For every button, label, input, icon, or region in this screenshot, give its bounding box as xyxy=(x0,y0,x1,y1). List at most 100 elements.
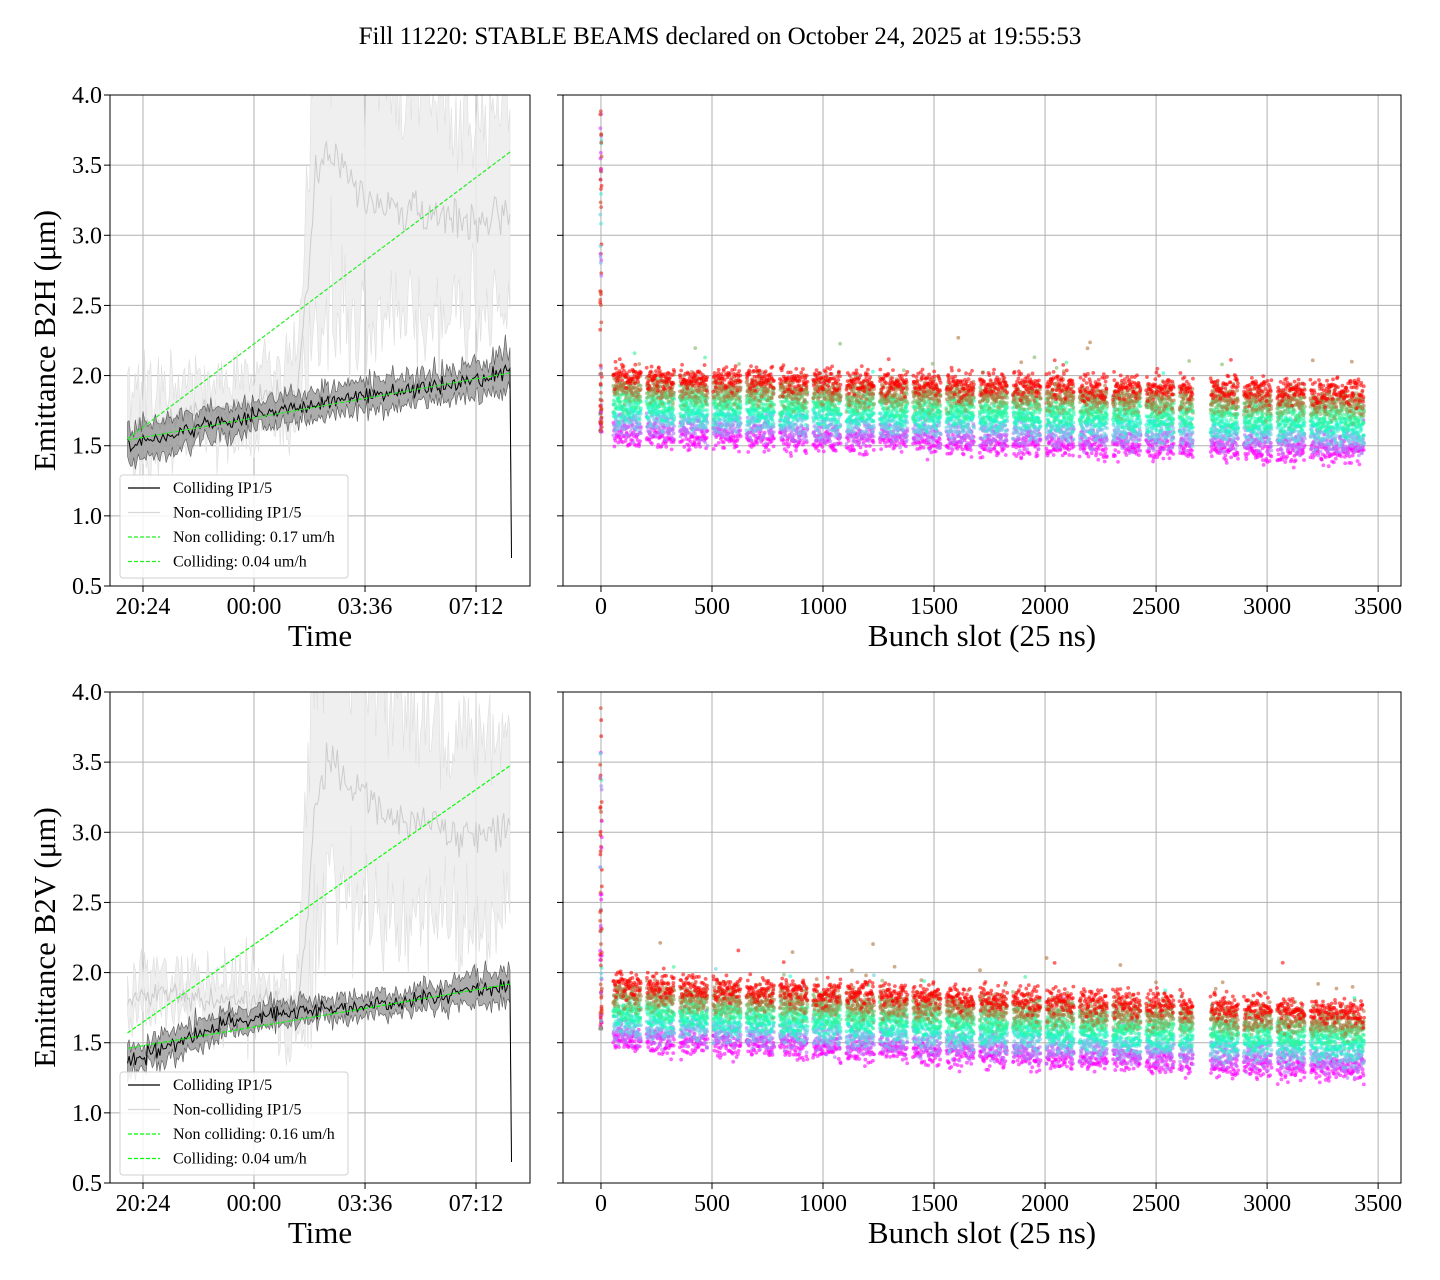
scatter-point xyxy=(782,422,786,427)
scatter-point xyxy=(924,418,929,423)
scatter-point xyxy=(664,444,669,449)
scatter-point xyxy=(616,440,621,445)
scatter-point xyxy=(821,402,825,407)
scatter-point xyxy=(871,440,876,445)
scatter-point xyxy=(828,439,833,444)
y-tick-label: 4.0 xyxy=(72,83,102,109)
x-tick-label: 2000 xyxy=(1021,594,1069,620)
scatter-point xyxy=(804,451,809,456)
x-axis-label: Time xyxy=(288,618,352,653)
scatter-point xyxy=(902,419,906,424)
scatter-point xyxy=(754,365,759,370)
scatter-point xyxy=(632,432,637,436)
scatter-point xyxy=(714,381,719,386)
y-tick-label: 3.5 xyxy=(72,153,102,179)
scatter-point xyxy=(918,387,923,392)
scatter-point xyxy=(626,424,631,428)
scatter-point xyxy=(694,400,699,405)
scatter-point xyxy=(831,397,835,401)
scatter-point xyxy=(614,366,618,371)
scatter-point xyxy=(688,372,693,377)
scatter-point xyxy=(680,414,685,419)
scatter-point xyxy=(721,440,726,445)
scatter-point xyxy=(863,401,867,405)
scatter-point xyxy=(857,400,862,405)
scatter-point xyxy=(738,434,743,439)
scatter-point xyxy=(845,379,850,384)
scatter-point xyxy=(931,379,936,384)
scatter-point xyxy=(848,435,853,440)
scatter-point xyxy=(787,383,792,388)
scatter-point xyxy=(684,417,689,422)
scatter-point xyxy=(680,389,685,394)
scatter-point xyxy=(838,395,843,400)
scatter-point xyxy=(734,411,739,416)
scatter-point xyxy=(949,446,954,450)
x-tick-label: 1500 xyxy=(910,594,958,620)
scatter-point xyxy=(703,399,708,403)
scatter-point xyxy=(937,423,942,428)
scatter-point xyxy=(788,370,793,375)
scatter-point xyxy=(633,390,638,394)
scatter-point xyxy=(961,452,966,457)
scatter-point xyxy=(683,433,688,437)
scatter-point xyxy=(771,421,776,426)
scatter-point xyxy=(770,418,775,423)
scatter-point xyxy=(665,423,670,428)
scatter-point xyxy=(678,375,683,380)
scatter-point xyxy=(686,420,691,425)
scatter-point xyxy=(794,439,799,444)
x-tick-label: 03:36 xyxy=(338,594,393,620)
scatter-point xyxy=(904,409,909,414)
scatter-point xyxy=(789,454,793,458)
scatter-point xyxy=(920,367,925,372)
scatter-point xyxy=(904,414,909,419)
scatter-point xyxy=(938,388,942,393)
scatter-point xyxy=(660,395,665,400)
scatter-point xyxy=(932,374,937,379)
scatter-point xyxy=(824,374,829,378)
scatter-point xyxy=(805,409,810,414)
scatter-point xyxy=(855,442,859,447)
scatter-point xyxy=(661,429,666,434)
scatter-point xyxy=(883,414,888,419)
scatter-point xyxy=(900,414,905,419)
scatter-point xyxy=(613,387,617,392)
scatter-point xyxy=(784,434,789,439)
scatter-point xyxy=(650,424,654,429)
scatter-point xyxy=(900,427,905,432)
scatter-point xyxy=(671,390,675,395)
legend-entry: Non-colliding IP1/5 xyxy=(173,505,301,522)
scatter-point xyxy=(859,411,864,416)
scatter-point xyxy=(655,419,659,423)
scatter-point xyxy=(716,367,721,372)
scatter-point xyxy=(645,415,650,420)
scatter-point xyxy=(886,399,891,404)
scatter-point xyxy=(624,386,628,390)
scatter-point xyxy=(752,411,757,416)
scatter-point xyxy=(687,447,692,452)
scatter-point xyxy=(756,411,761,416)
scatter-point xyxy=(920,420,925,425)
scatter-point xyxy=(802,397,807,402)
scatter-point xyxy=(794,448,798,453)
scatter-point xyxy=(817,408,822,413)
scatter-point xyxy=(714,377,719,382)
scatter-point xyxy=(752,443,756,448)
scatter-point xyxy=(799,387,804,392)
scatter-point xyxy=(786,393,791,398)
scatter-point xyxy=(670,428,675,433)
scatter-point xyxy=(972,426,976,430)
scatter-point xyxy=(826,384,830,389)
scatter-point xyxy=(638,383,643,388)
scatter-point xyxy=(885,406,890,411)
scatter-point xyxy=(868,375,873,380)
scatter-point xyxy=(735,437,740,441)
scatter-point xyxy=(738,388,743,392)
scatter-point xyxy=(890,376,895,380)
scatter-point xyxy=(693,346,698,351)
scatter-point xyxy=(748,398,753,402)
scatter-point xyxy=(790,397,795,402)
scatter-point xyxy=(960,424,965,429)
scatter-point xyxy=(784,449,789,454)
